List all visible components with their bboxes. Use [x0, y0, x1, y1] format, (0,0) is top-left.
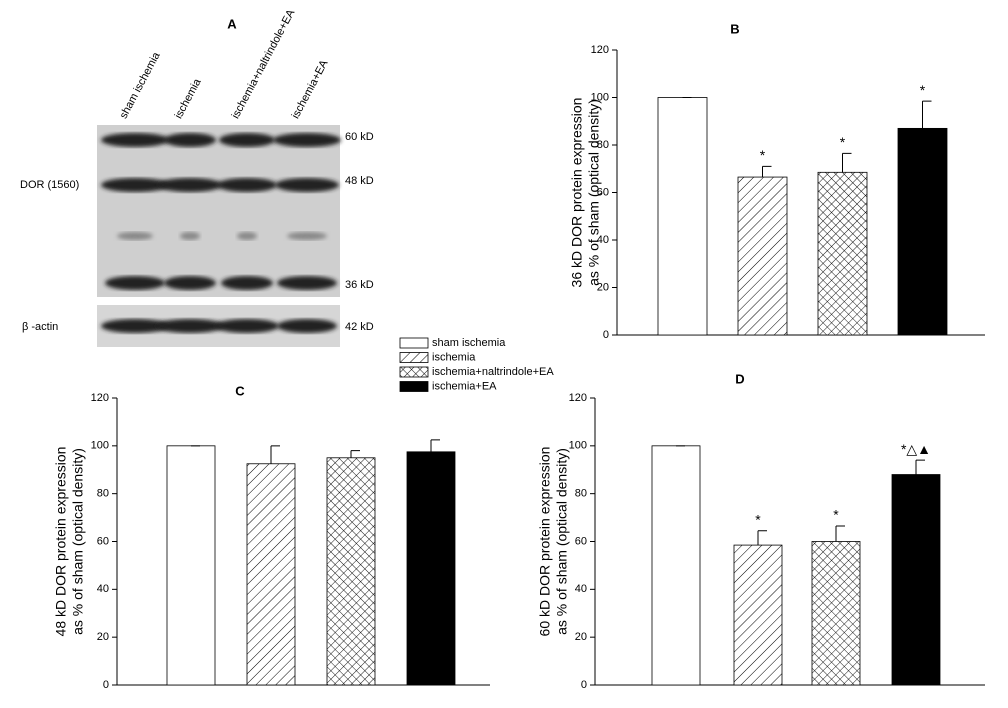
y-tick-label: 100	[591, 91, 609, 103]
blot-band	[180, 232, 200, 240]
bar	[406, 451, 456, 686]
blot-band	[101, 178, 169, 192]
legend-label: ischemia+EA	[432, 380, 497, 392]
y-tick-label: 80	[597, 139, 609, 151]
annotation: *	[833, 507, 839, 523]
error-bar	[922, 100, 932, 129]
lane-label: sham ischemia	[118, 50, 163, 121]
blot-band	[217, 178, 277, 192]
annotation: *	[760, 147, 766, 163]
annotation: *△▲	[901, 441, 931, 457]
band-label: 60 kD	[345, 131, 374, 143]
error-bar	[350, 450, 360, 458]
band-label: 42 kD	[345, 321, 374, 333]
blot-band	[117, 232, 153, 240]
blot-band	[101, 319, 169, 333]
blot-band	[105, 276, 165, 290]
bar	[246, 463, 296, 686]
y-tick-label: 80	[97, 488, 109, 500]
lane-label: ischemia+naltrindole+EA	[230, 7, 298, 121]
y-tick-label: 40	[97, 583, 109, 595]
row-label: DOR (1560)	[20, 179, 79, 191]
error-bar	[835, 525, 845, 542]
y-tick-label: 40	[575, 583, 587, 595]
blot-band	[101, 133, 169, 147]
blot-band	[215, 319, 279, 333]
blot-band	[164, 133, 216, 147]
bar	[651, 445, 701, 686]
annotation: *	[920, 82, 926, 98]
bar	[737, 176, 788, 336]
y-axis-label: as % of sham (optical density)	[70, 448, 86, 635]
legend-swatch	[399, 366, 429, 378]
bar	[166, 445, 216, 686]
band-label: 36 kD	[345, 279, 374, 291]
lane-label: ischemia	[173, 76, 204, 121]
bar	[817, 171, 868, 336]
blot-membrane	[97, 125, 340, 297]
annotation: *	[840, 134, 846, 150]
chart-title: D	[735, 371, 744, 386]
row-label: β -actin	[22, 321, 58, 333]
y-axis-label: 48 kD DOR protein expression	[53, 447, 69, 637]
legend-swatch	[399, 337, 429, 349]
bar	[811, 541, 861, 686]
error-bar	[842, 152, 852, 173]
bar	[897, 127, 948, 336]
bar	[733, 544, 783, 686]
y-tick-label: 20	[97, 631, 109, 643]
y-tick-label: 20	[575, 631, 587, 643]
y-tick-label: 40	[597, 234, 609, 246]
blot-band	[156, 319, 224, 333]
error-bar	[757, 530, 767, 546]
legend-swatch	[399, 352, 429, 363]
y-tick-label: 120	[569, 392, 587, 404]
blot-band	[277, 319, 337, 333]
bar	[891, 474, 941, 686]
y-tick-label: 60	[597, 186, 609, 198]
blot-band	[273, 133, 341, 147]
y-axis-label: 60 kD DOR protein expression	[537, 447, 553, 637]
y-tick-label: 0	[603, 329, 609, 341]
chart-title: C	[235, 383, 245, 398]
legend-label: ischemia+naltrindole+EA	[432, 366, 554, 378]
y-tick-label: 60	[97, 535, 109, 547]
legend-swatch	[399, 381, 429, 392]
y-tick-label: 100	[569, 440, 587, 452]
legend-label: ischemia	[432, 351, 476, 363]
blot-band	[237, 232, 257, 240]
blot-band	[287, 232, 327, 240]
blot-band	[221, 276, 273, 290]
blot-band	[275, 178, 339, 192]
chart-title: B	[730, 21, 739, 36]
western-blot	[97, 125, 341, 347]
y-tick-label: 80	[575, 488, 587, 500]
blot-band	[158, 178, 222, 192]
band-label: 48 kD	[345, 175, 374, 187]
bar	[657, 97, 708, 336]
y-tick-label: 120	[91, 392, 109, 404]
blot-band	[277, 276, 337, 290]
y-tick-label: 0	[581, 679, 587, 691]
y-axis-label: as % of sham (optical density)	[554, 448, 570, 635]
error-bar	[270, 445, 280, 464]
y-tick-label: 120	[591, 44, 609, 56]
error-bar	[430, 439, 440, 452]
y-tick-label: 60	[575, 535, 587, 547]
y-axis-label: 36 kD DOR protein expression	[569, 98, 585, 288]
blot-band	[164, 276, 216, 290]
bar	[326, 457, 376, 686]
lane-label: ischemia+EA	[290, 58, 331, 121]
annotation: *	[755, 511, 761, 527]
panel-label: A	[227, 16, 237, 31]
y-tick-label: 100	[91, 440, 109, 452]
blot-band	[219, 133, 275, 147]
y-axis-label: as % of sham (optical density)	[586, 99, 602, 286]
error-bar	[762, 165, 772, 178]
y-tick-label: 0	[103, 679, 109, 691]
legend-label: sham ischemia	[432, 337, 506, 349]
error-bar	[915, 459, 925, 475]
y-tick-label: 20	[597, 281, 609, 293]
